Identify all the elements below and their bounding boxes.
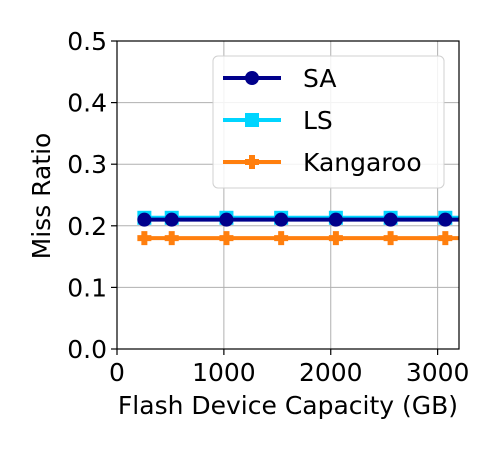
x-tick-label: 0 <box>109 358 125 387</box>
data-point-sa <box>383 212 398 227</box>
y-tick-label: 0.0 <box>67 335 107 364</box>
legend-label: SA <box>303 64 336 93</box>
x-axis-label: Flash Device Capacity (GB) <box>118 391 458 420</box>
y-tick-label: 0.1 <box>67 273 107 302</box>
legend-box <box>212 55 445 189</box>
data-point-sa <box>438 212 453 227</box>
data-point-kangaroo <box>137 231 152 246</box>
legend-item-kangaroo: Kangaroo <box>223 148 422 177</box>
data-point-kangaroo <box>164 231 179 246</box>
y-tick-label: 0.2 <box>67 212 107 241</box>
series-layer <box>137 210 459 246</box>
y-tick-label: 0.3 <box>67 150 107 179</box>
y-axis-label: Miss Ratio <box>27 133 56 260</box>
tick-labels: 0 1000 2000 3000 0.0 0.1 0.2 0.3 0.4 0.5 <box>67 27 469 387</box>
series-sa <box>137 212 459 227</box>
axes <box>116 40 460 350</box>
x-tick-label: 2000 <box>299 358 363 387</box>
y-tick-label: 0.4 <box>67 89 107 118</box>
legend-marker-sa <box>245 71 259 85</box>
data-point-kangaroo <box>274 231 289 246</box>
data-point-sa <box>164 212 179 227</box>
legend: SA LS Kangaroo <box>212 55 445 189</box>
data-point-sa <box>274 212 289 227</box>
legend-item-sa: SA <box>223 64 336 93</box>
data-point-sa <box>137 212 152 227</box>
data-point-kangaroo <box>219 231 234 246</box>
y-tick-label: 0.5 <box>67 27 107 56</box>
x-tick-label: 1000 <box>192 358 256 387</box>
series-kangaroo <box>137 231 459 246</box>
data-point-kangaroo <box>383 231 398 246</box>
data-point-sa <box>219 212 234 227</box>
plot-frame <box>116 40 460 350</box>
data-point-kangaroo <box>438 231 453 246</box>
x-tick-label: 3000 <box>406 358 470 387</box>
legend-marker-ls <box>245 113 259 127</box>
data-point-sa <box>328 212 343 227</box>
legend-label: Kangaroo <box>303 148 422 177</box>
data-point-kangaroo <box>328 231 343 246</box>
legend-label: LS <box>303 106 333 135</box>
legend-item-ls: LS <box>223 106 333 135</box>
legend-marker-kangaroo <box>245 155 259 169</box>
